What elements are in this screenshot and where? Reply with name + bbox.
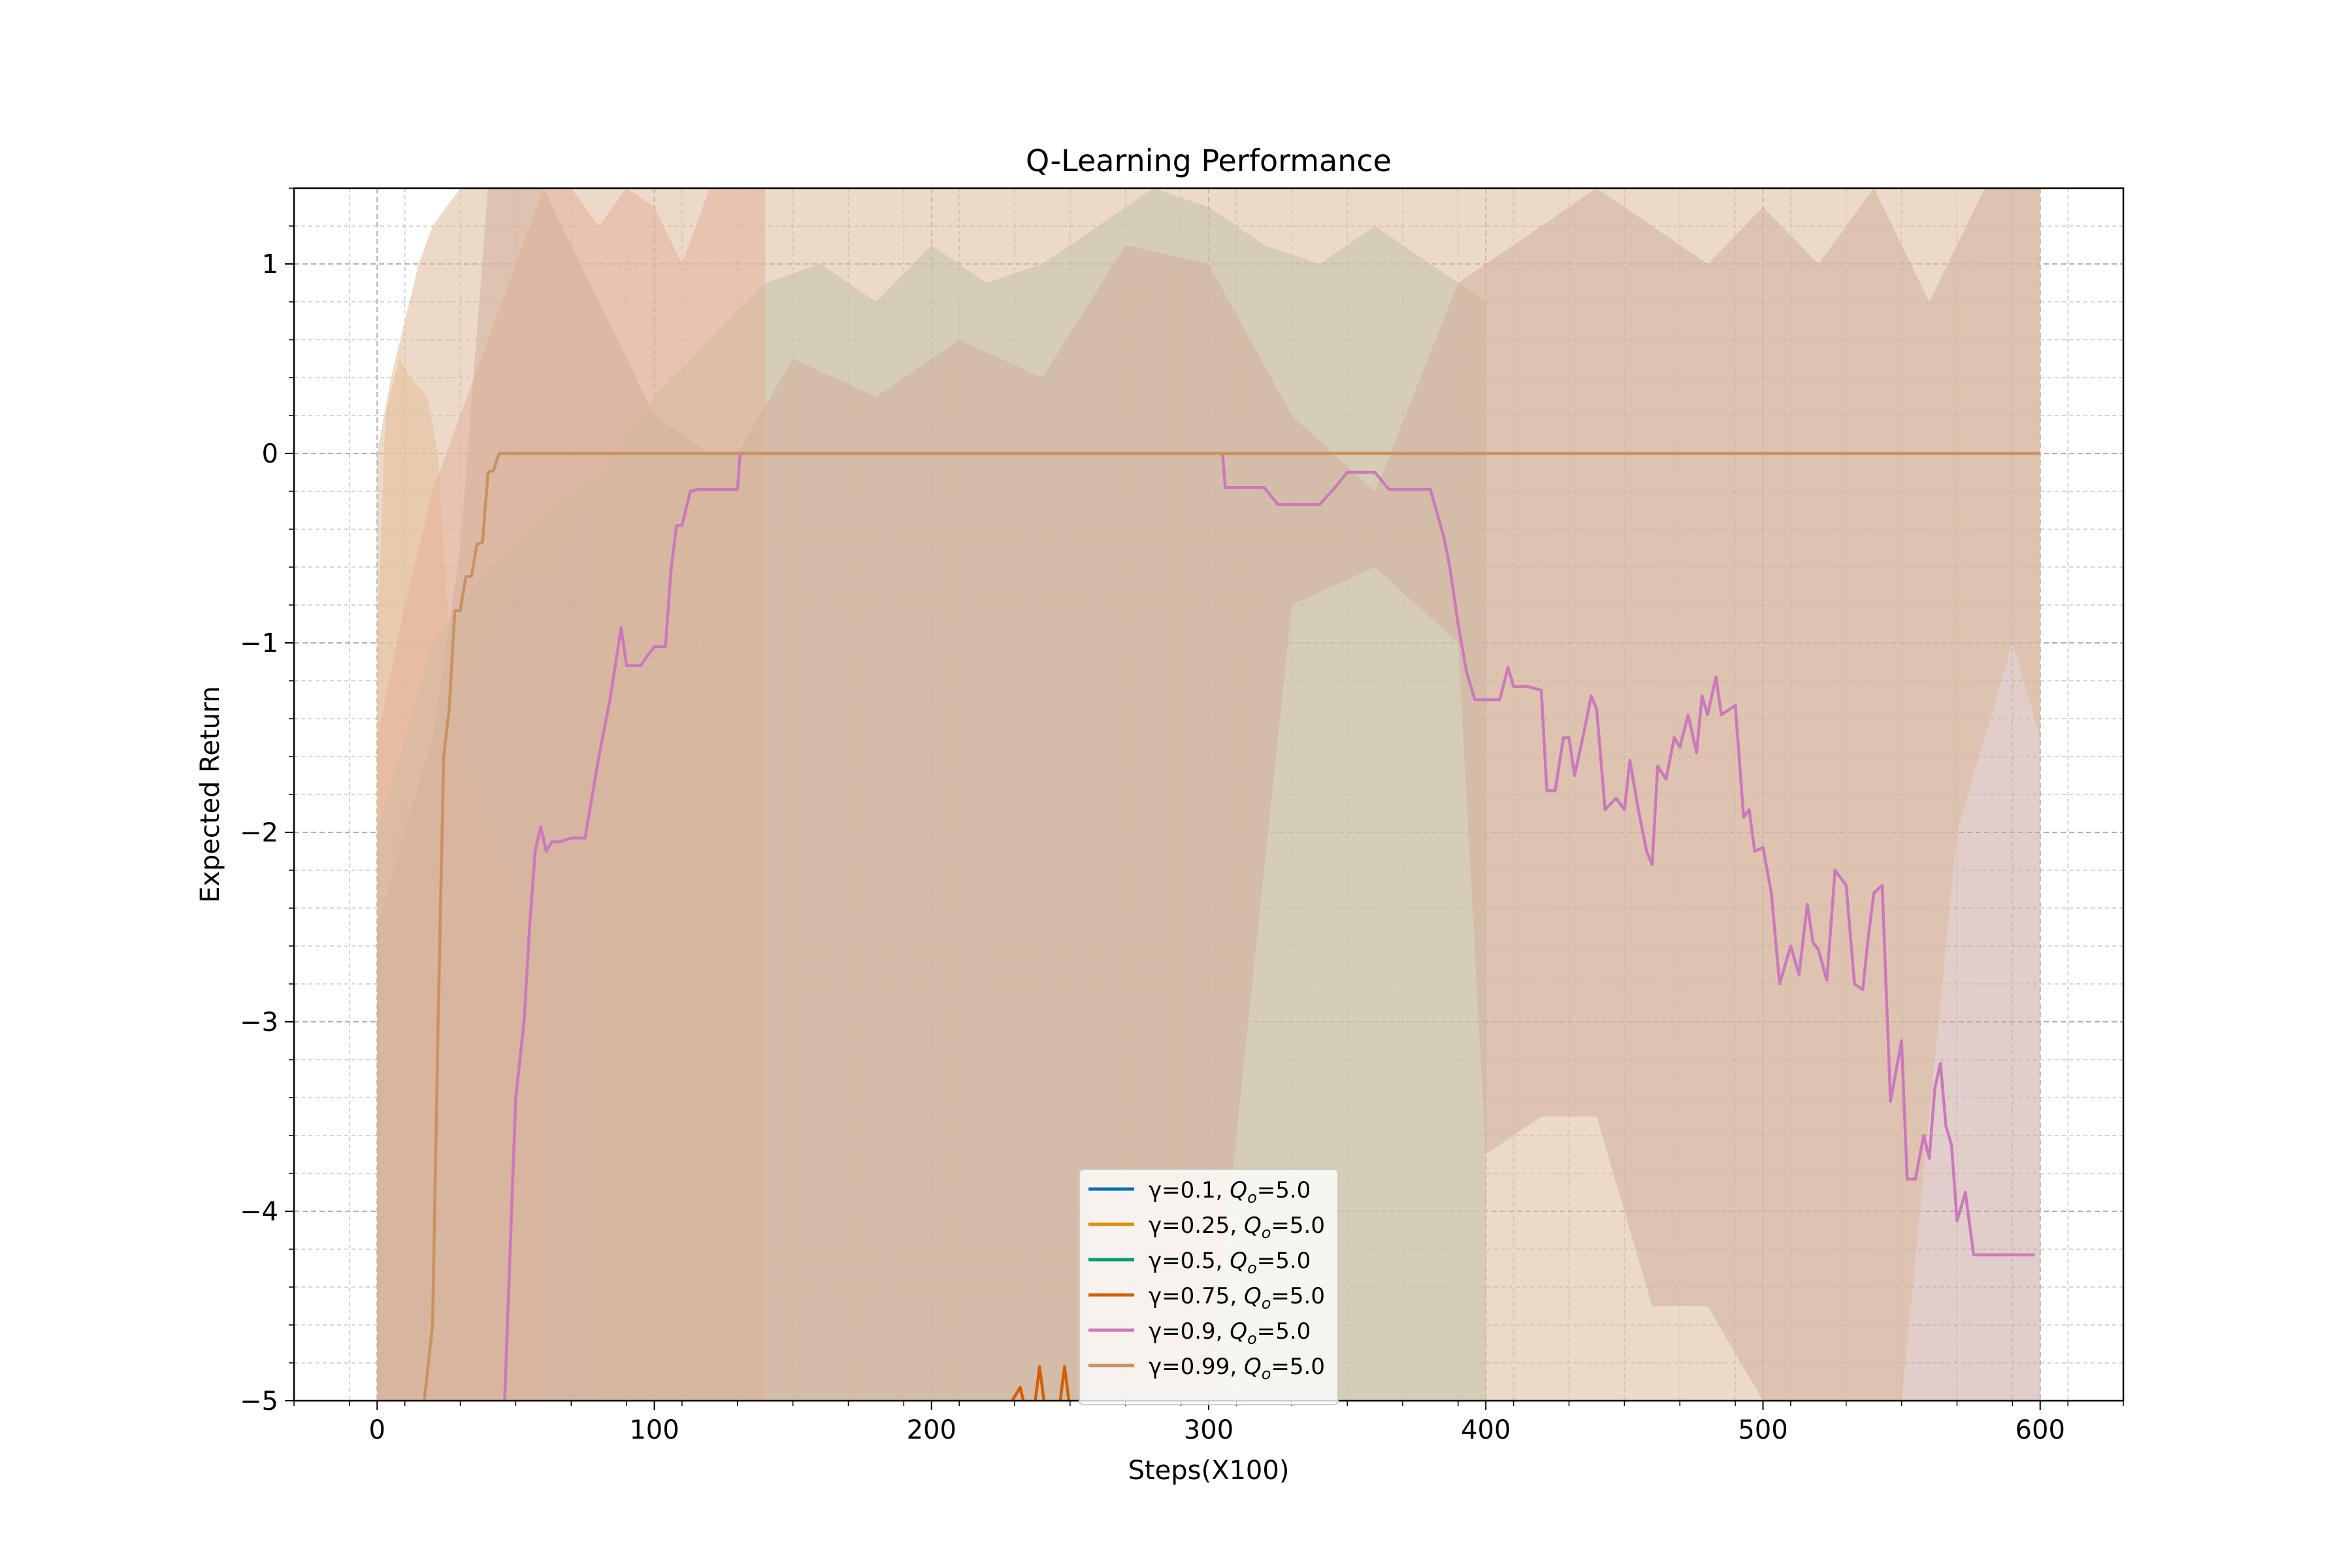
confidence-bands: [377, 188, 2040, 1401]
x-tick-label: 300: [1184, 1415, 1233, 1445]
y-tick-label: −2: [240, 818, 278, 848]
legend-label: γ=0.99, Qo=5.0: [1149, 1354, 1325, 1383]
chart-title: Q-Learning Performance: [1026, 143, 1392, 178]
x-tick-label: 600: [2016, 1415, 2065, 1445]
y-tick-label: −5: [240, 1386, 278, 1416]
y-axis-label: Expected Return: [195, 686, 225, 903]
legend-label: γ=0.9, Qo=5.0: [1149, 1318, 1311, 1348]
legend-label: γ=0.1, Qo=5.0: [1149, 1177, 1311, 1207]
y-tick-label: −3: [240, 1007, 278, 1037]
legend-label: γ=0.75, Qo=5.0: [1149, 1283, 1325, 1313]
x-tick-label: 500: [1738, 1415, 1788, 1445]
x-tick-label: 400: [1461, 1415, 1511, 1445]
x-axis-label: Steps(X100): [1128, 1456, 1290, 1486]
y-tick-label: −1: [240, 629, 278, 659]
line-series-5: [423, 451, 2040, 1401]
y-tick-label: 1: [262, 250, 278, 280]
line-series-3: [1010, 1365, 1071, 1401]
x-tick-label: 0: [369, 1415, 385, 1445]
line-series-4: [503, 451, 2035, 1401]
axis-ticks: 0 100 200 300 400 500 600 1 0 −1 −2 −3 −4 −5: [240, 188, 2124, 1445]
legend-label: γ=0.5, Qo=5.0: [1149, 1248, 1311, 1277]
x-tick-label: 100: [629, 1415, 679, 1445]
band-series-5: [377, 188, 2040, 1401]
x-tick-label: 200: [907, 1415, 956, 1445]
legend: γ=0.1, Qo=5.0 γ=0.25, Qo=5.0 γ=0.5, Qo=5.0…: [1079, 1169, 1339, 1405]
y-tick-label: −4: [240, 1197, 278, 1227]
y-tick-label: 0: [262, 439, 278, 469]
legend-box: [1079, 1169, 1339, 1405]
legend-label: γ=0.25, Qo=5.0: [1149, 1213, 1325, 1242]
series-lines: [423, 451, 2040, 1401]
